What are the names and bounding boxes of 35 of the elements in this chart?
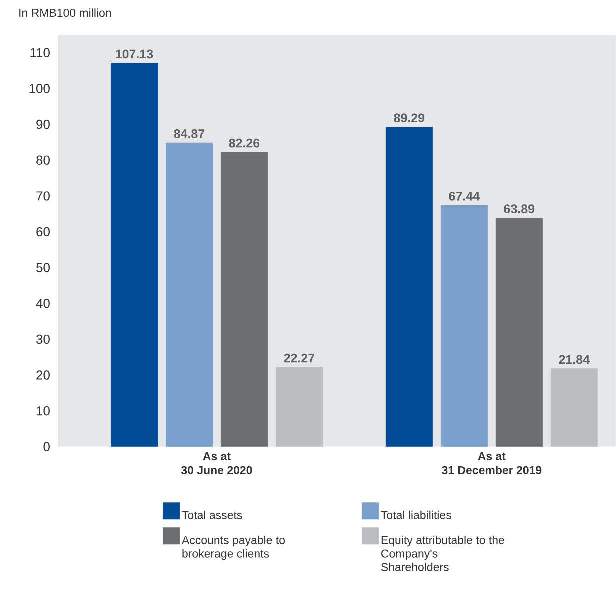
data-label: 82.26	[229, 138, 260, 148]
data-label: 22.27	[284, 354, 315, 363]
y-axis-title: In RMB100 million	[20, 8, 112, 18]
y-tick-label: 110	[30, 48, 50, 58]
x-tick-label: As at 30 June 2020	[181, 452, 252, 475]
data-label: 21.84	[559, 355, 590, 364]
y-tick-label: 50	[36, 263, 50, 272]
bar	[110, 63, 158, 447]
y-tick-label: 40	[36, 299, 50, 308]
y-tick-label: 0	[44, 442, 50, 452]
data-label: 84.87	[174, 130, 205, 138]
bar	[440, 205, 488, 447]
y-tick-label: 70	[36, 192, 50, 201]
legend-label: Total liabilities	[381, 510, 452, 520]
y-tick-label: 20	[36, 370, 50, 380]
y-tick-label: 30	[36, 334, 50, 344]
bar	[550, 368, 598, 447]
data-label: 107.13	[116, 50, 154, 59]
data-label: 63.89	[504, 204, 535, 214]
y-tick-label: 100	[30, 84, 50, 94]
legend-label: Equity attributable to the Company's Shareholders	[381, 536, 504, 572]
data-label: 89.29	[394, 114, 425, 123]
bar	[166, 142, 213, 447]
legend-label: Total assets	[182, 510, 242, 520]
x-tick-label: As at 31 December 2019	[442, 452, 542, 475]
legend-label: Accounts payable to brokerage clients	[182, 536, 286, 560]
bar	[386, 127, 433, 447]
y-tick-label: 60	[36, 227, 50, 237]
bar	[276, 367, 323, 447]
y-tick-label: 10	[36, 406, 50, 416]
bar	[220, 152, 268, 447]
y-tick-label: 80	[36, 156, 50, 165]
data-label: 67.44	[449, 192, 480, 201]
y-tick-label: 90	[36, 120, 50, 130]
bar	[496, 218, 543, 447]
